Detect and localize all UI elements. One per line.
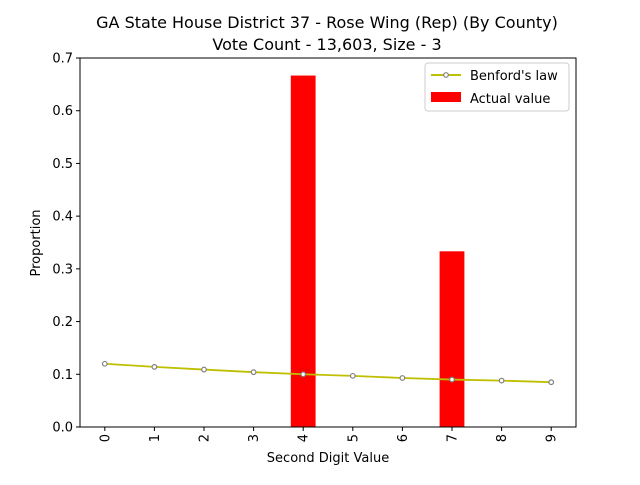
benford-point-2: [201, 366, 207, 373]
y-tick-label: 0.6: [52, 104, 73, 119]
benford-point-6: [399, 375, 406, 381]
benford-point-9: [548, 379, 555, 386]
y-tick-label: 0.1: [52, 368, 73, 383]
axes-layer: 0.0 0.1 0.2 0.3 0.4 0.5 0.6 0.7 0 1 2 3 4 5 6 7 8 9: [52, 52, 577, 442]
benford-point-5: [349, 372, 356, 379]
chart-title: GA State House District 37 - Rose Wing (…: [96, 13, 558, 32]
y-tick-label: 0.4: [52, 210, 73, 225]
x-tick-label: 2: [198, 434, 213, 442]
x-tick-label: 0: [98, 434, 113, 442]
x-tick-label: 8: [495, 434, 510, 442]
x-tick-label: 6: [396, 434, 411, 442]
x-tick-label: 1: [148, 434, 163, 442]
benford-point-7: [449, 376, 455, 383]
bars-layer: [290, 75, 465, 427]
benford-point-1: [151, 364, 158, 370]
chart-subtitle: Vote Count - 13,603, Size - 3: [212, 35, 441, 54]
y-tick-label: 0.7: [52, 52, 73, 67]
x-axis-label: Second Digit Value: [267, 451, 389, 466]
plot-frame: [79, 57, 577, 428]
legend-label-actual: Actual value: [470, 92, 550, 107]
x-tick-label: 7: [446, 434, 461, 442]
benford-line: [104, 362, 552, 384]
legend-line-marker: [443, 72, 449, 78]
y-tick-label: 0.0: [52, 421, 73, 436]
y-tick-label: 0.3: [52, 262, 73, 277]
y-tick-label: 0.5: [52, 157, 73, 172]
legend-bar-swatch: [431, 92, 461, 102]
benford-point-3: [250, 369, 257, 376]
benford-point-8: [498, 377, 505, 384]
benford-point-4: [300, 371, 307, 378]
x-tick-label: 9: [545, 434, 560, 442]
legend-label-benford: Benford's law: [470, 69, 558, 84]
y-axis-label: Proportion: [29, 209, 44, 276]
x-tick-label: 4: [297, 434, 312, 442]
bar-4: [290, 75, 316, 427]
benford-point-0: [101, 360, 108, 367]
line-layer: [101, 360, 555, 386]
x-tick-label: 3: [247, 434, 262, 442]
y-tick-label: 0.2: [52, 315, 73, 330]
legend: Benford's law Actual value: [424, 62, 570, 112]
bar-7: [439, 251, 465, 427]
x-tick-label: 5: [346, 434, 361, 442]
